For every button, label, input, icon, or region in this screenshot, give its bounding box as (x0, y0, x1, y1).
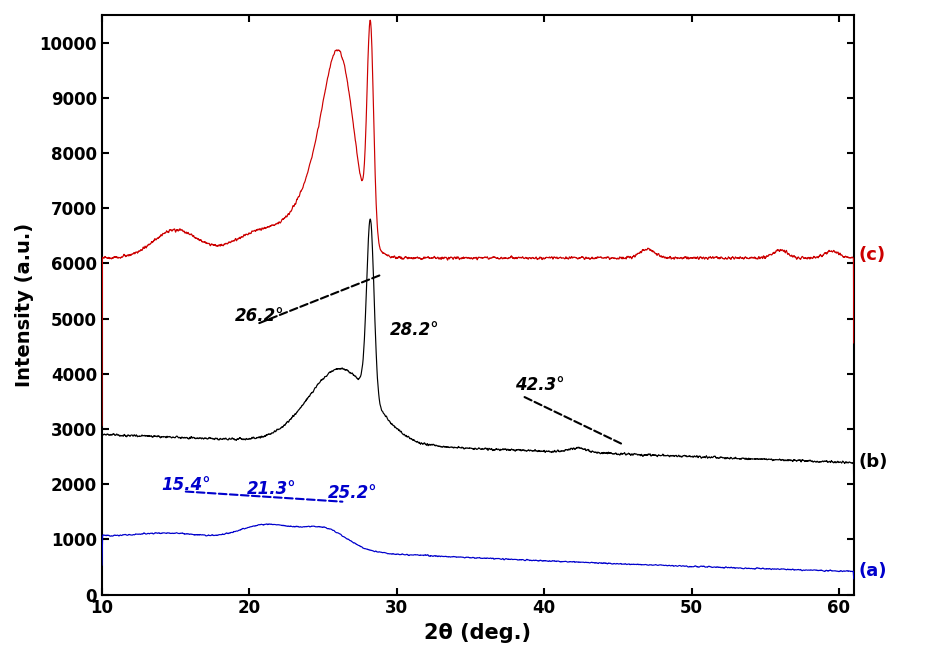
Y-axis label: Intensity (a.u.): Intensity (a.u.) (15, 222, 34, 387)
Text: (a): (a) (858, 562, 886, 580)
X-axis label: 2θ (deg.): 2θ (deg.) (424, 623, 531, 643)
Text: 25.2°: 25.2° (327, 484, 377, 502)
Text: 15.4°: 15.4° (161, 476, 211, 494)
Text: 26.2°: 26.2° (235, 307, 284, 325)
Text: 21.3°: 21.3° (246, 480, 296, 497)
Text: 28.2°: 28.2° (389, 321, 439, 339)
Text: (c): (c) (858, 246, 885, 264)
Text: 42.3°: 42.3° (515, 376, 564, 394)
Text: (b): (b) (858, 453, 887, 471)
